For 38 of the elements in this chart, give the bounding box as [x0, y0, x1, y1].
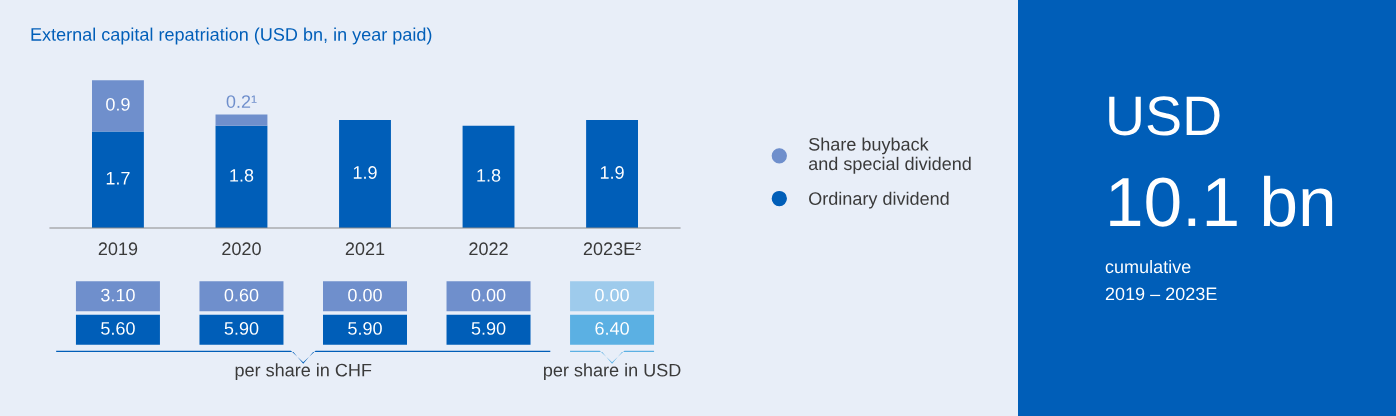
legend-label: Share buyback and special dividend — [808, 137, 971, 174]
text: 5.90 — [224, 322, 259, 335]
data-label: 1.8 — [230, 168, 254, 182]
bar — [586, 120, 638, 228]
bar — [462, 125, 515, 228]
data-label: 0.9 — [106, 97, 130, 111]
chart-title: External capital repatriation (USD bn, in year paid) — [31, 27, 432, 45]
bar — [92, 80, 144, 132]
bar — [92, 131, 144, 228]
bar — [215, 125, 268, 228]
data-label: 1.9 — [600, 166, 624, 179]
text: 5.90 — [348, 322, 382, 335]
text: 0.60 — [224, 288, 259, 302]
x-tick-label: 2021 — [345, 242, 385, 256]
text: 10.1 bn — [1110, 175, 1333, 227]
text: cumulative — [1105, 259, 1191, 274]
legend-label: Ordinary dividend — [809, 191, 949, 209]
x-tick-label: 2019 — [98, 242, 138, 256]
text: 2019 – 2023E — [1105, 287, 1217, 301]
text: 0.00 — [348, 288, 382, 302]
data-label: 1.9 — [353, 166, 377, 179]
text: 0.00 — [471, 288, 506, 302]
bar — [339, 120, 391, 228]
text: 5.60 — [101, 322, 135, 335]
text: per share in CHF — [235, 363, 372, 381]
text: 0.00 — [595, 288, 629, 302]
text: 5.90 — [471, 322, 506, 335]
text: USD — [1109, 96, 1220, 136]
data-label: 1.8 — [477, 168, 501, 182]
x-tick-label: 2022 — [469, 242, 508, 256]
text: 3.10 — [101, 288, 135, 302]
x-tick-label: 2020 — [222, 242, 261, 256]
data-label: 1.7 — [106, 171, 130, 185]
text: 6.40 — [595, 322, 629, 335]
bar — [215, 114, 268, 126]
x-tick-label: 2023E² — [583, 242, 641, 256]
text: per share in USD — [543, 363, 681, 381]
data-label: 0.2¹ — [226, 95, 257, 108]
